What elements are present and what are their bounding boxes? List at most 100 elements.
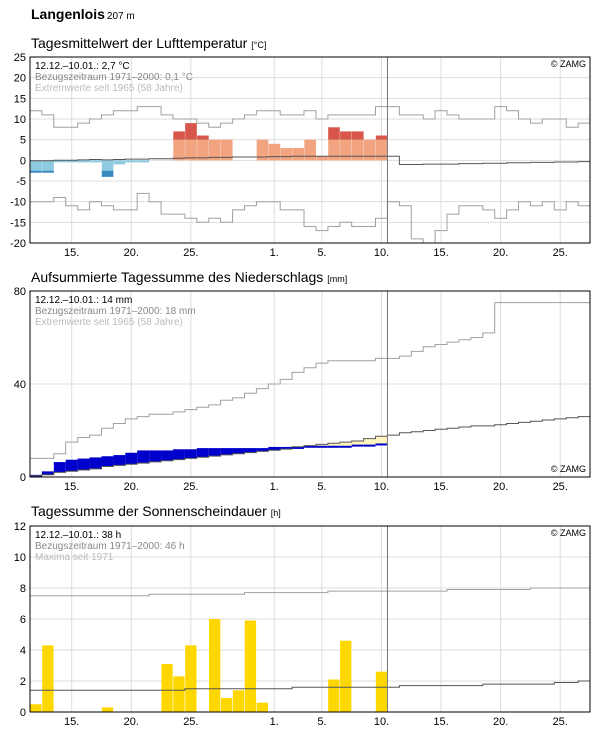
temp-info-period: 12.12.–10.01.: 2,7 °C bbox=[35, 61, 130, 72]
temp-y-tick-label: -10 bbox=[10, 197, 26, 209]
sun-plot-frame bbox=[29, 525, 591, 713]
temp-title-unit: [°C] bbox=[251, 40, 267, 50]
temp-x-tick-label: 15. bbox=[64, 247, 79, 259]
precip-y-tick-label: 0 bbox=[20, 472, 26, 484]
sun-bar bbox=[256, 702, 268, 712]
precip-excess-bar bbox=[101, 457, 114, 467]
temp-bar-warm bbox=[173, 139, 185, 161]
temp-bar-warm-excess bbox=[352, 131, 364, 140]
temp-bar-warm bbox=[268, 143, 281, 161]
precip-excess-bar bbox=[256, 449, 269, 452]
temp-x-tick-label: 15. bbox=[433, 247, 448, 259]
temp-bar-warm bbox=[340, 139, 352, 161]
precip-excess-bar bbox=[149, 451, 162, 462]
sun-bar bbox=[30, 704, 42, 712]
temp-bar-warm bbox=[185, 139, 197, 161]
precip-panel-title: Aufsummierte Tagessumme des Niederschlag… bbox=[31, 269, 347, 285]
sun-max-line bbox=[30, 587, 590, 597]
precip-reference-line bbox=[30, 416, 590, 477]
temp-bar-cold bbox=[42, 160, 54, 171]
temp-x-tick-label: 1. bbox=[270, 247, 279, 259]
station-header: Langenlois 207 m bbox=[31, 6, 135, 22]
sun-bar bbox=[185, 645, 197, 712]
temp-x-tick-label: 10. bbox=[374, 247, 389, 259]
precip-excess-bar bbox=[244, 449, 257, 453]
sun-bar bbox=[173, 676, 185, 712]
temp-bar-warm bbox=[292, 147, 305, 161]
temp-bar-warm-excess bbox=[375, 135, 388, 140]
sun-x-tick-label: 1. bbox=[270, 716, 279, 728]
precip-excess-bar bbox=[77, 459, 90, 471]
temp-x-tick-label: 20. bbox=[124, 247, 139, 259]
precip-excess-bar bbox=[172, 450, 185, 460]
sun-bar bbox=[42, 645, 54, 712]
precip-copyright: © ZAMG bbox=[551, 464, 586, 474]
temp-bar-cold bbox=[137, 160, 150, 163]
temp-bar-cold-excess bbox=[101, 170, 114, 177]
temp-bar-warm bbox=[352, 139, 364, 161]
temp-bar-cold bbox=[66, 160, 78, 163]
temp-y-tick-label: 15 bbox=[14, 93, 26, 105]
sun-bar bbox=[244, 620, 257, 712]
temp-bar-cold bbox=[101, 160, 114, 171]
precip-reference-fill bbox=[315, 444, 328, 447]
precip-x-tick-label: 10. bbox=[374, 481, 389, 493]
sun-bar bbox=[101, 707, 114, 712]
sun-y-tick-label: 8 bbox=[20, 583, 26, 595]
precip-title-unit: [mm] bbox=[327, 274, 348, 284]
temp-copyright: © ZAMG bbox=[551, 59, 586, 69]
temp-plot-frame bbox=[29, 56, 591, 244]
sun-bar bbox=[220, 698, 233, 712]
precip-excess-bar bbox=[89, 458, 102, 469]
temp-bar-warm bbox=[363, 139, 376, 161]
temp-y-tick-label: -15 bbox=[10, 217, 26, 229]
precip-title-text: Aufsummierte Tagessumme des Niederschlag… bbox=[31, 269, 324, 285]
precip-x-tick-label: 15. bbox=[64, 481, 79, 493]
precip-excess-bar bbox=[268, 447, 281, 451]
precip-excess-bar bbox=[65, 460, 78, 472]
temp-bar-warm-excess bbox=[197, 135, 209, 140]
sun-bar bbox=[340, 640, 352, 712]
sun-y-tick-label: 10 bbox=[14, 552, 26, 564]
precip-x-tick-label: 25. bbox=[553, 481, 568, 493]
sun-panel: 0 2 4 6 8 10 12 15. 20. 25. 1. 5. 10. 15. 20. 25. 12.12.… bbox=[14, 521, 591, 728]
temp-bar-warm bbox=[280, 147, 293, 161]
precip-x-tick-label: 25. bbox=[183, 481, 198, 493]
sun-y-tick-label: 2 bbox=[20, 676, 26, 688]
sun-copyright: © ZAMG bbox=[551, 528, 586, 538]
sun-info-reference: Bezugszeitraum 1971–2000: 46 h bbox=[35, 541, 185, 552]
temp-bar-warm-excess bbox=[173, 131, 185, 140]
precip-reference-fill bbox=[327, 443, 340, 447]
sun-y-tick-label: 4 bbox=[20, 645, 26, 657]
sun-y-tick-label: 12 bbox=[14, 521, 26, 533]
sun-x-tick-label: 20. bbox=[124, 716, 139, 728]
precip-y-tick-label: 40 bbox=[14, 379, 26, 391]
sun-bar bbox=[375, 671, 388, 712]
temp-y-tick-label: 25 bbox=[14, 52, 26, 64]
precip-x-tick-label: 1. bbox=[270, 481, 279, 493]
temp-y-tick-label: -5 bbox=[16, 176, 26, 188]
sun-y-tick-label: 0 bbox=[20, 707, 26, 719]
temp-bar-warm bbox=[256, 139, 269, 161]
temp-bar-cold bbox=[89, 160, 102, 163]
sun-x-tick-label: 20. bbox=[493, 716, 508, 728]
sun-x-tick-label: 15. bbox=[64, 716, 79, 728]
precip-y-tick-label: 80 bbox=[14, 286, 26, 298]
temp-title-text: Tagesmittelwert der Lufttemperatur bbox=[31, 35, 248, 51]
sun-x-tick-label: 15. bbox=[433, 716, 448, 728]
temp-bar-warm bbox=[209, 139, 221, 161]
temp-y-tick-label: -20 bbox=[10, 238, 26, 250]
precip-excess-bar bbox=[41, 472, 54, 475]
temp-bar-warm-excess bbox=[185, 123, 197, 140]
temp-x-tick-label: 20. bbox=[493, 247, 508, 259]
precip-excess-bar bbox=[208, 449, 221, 457]
precip-reference-fill bbox=[304, 445, 316, 447]
precip-excess-bar bbox=[184, 450, 197, 459]
temp-bar-cold bbox=[30, 160, 42, 171]
sun-x-tick-label: 10. bbox=[374, 716, 389, 728]
precip-plot-frame bbox=[29, 290, 591, 478]
temp-panel: -20 -15 -10 -5 0 5 10 15 20 25 15. 20. 25. 1. 5. 10. 15.… bbox=[10, 52, 591, 259]
precip-excess-bar bbox=[53, 463, 66, 473]
precip-excess-bar bbox=[196, 449, 209, 458]
